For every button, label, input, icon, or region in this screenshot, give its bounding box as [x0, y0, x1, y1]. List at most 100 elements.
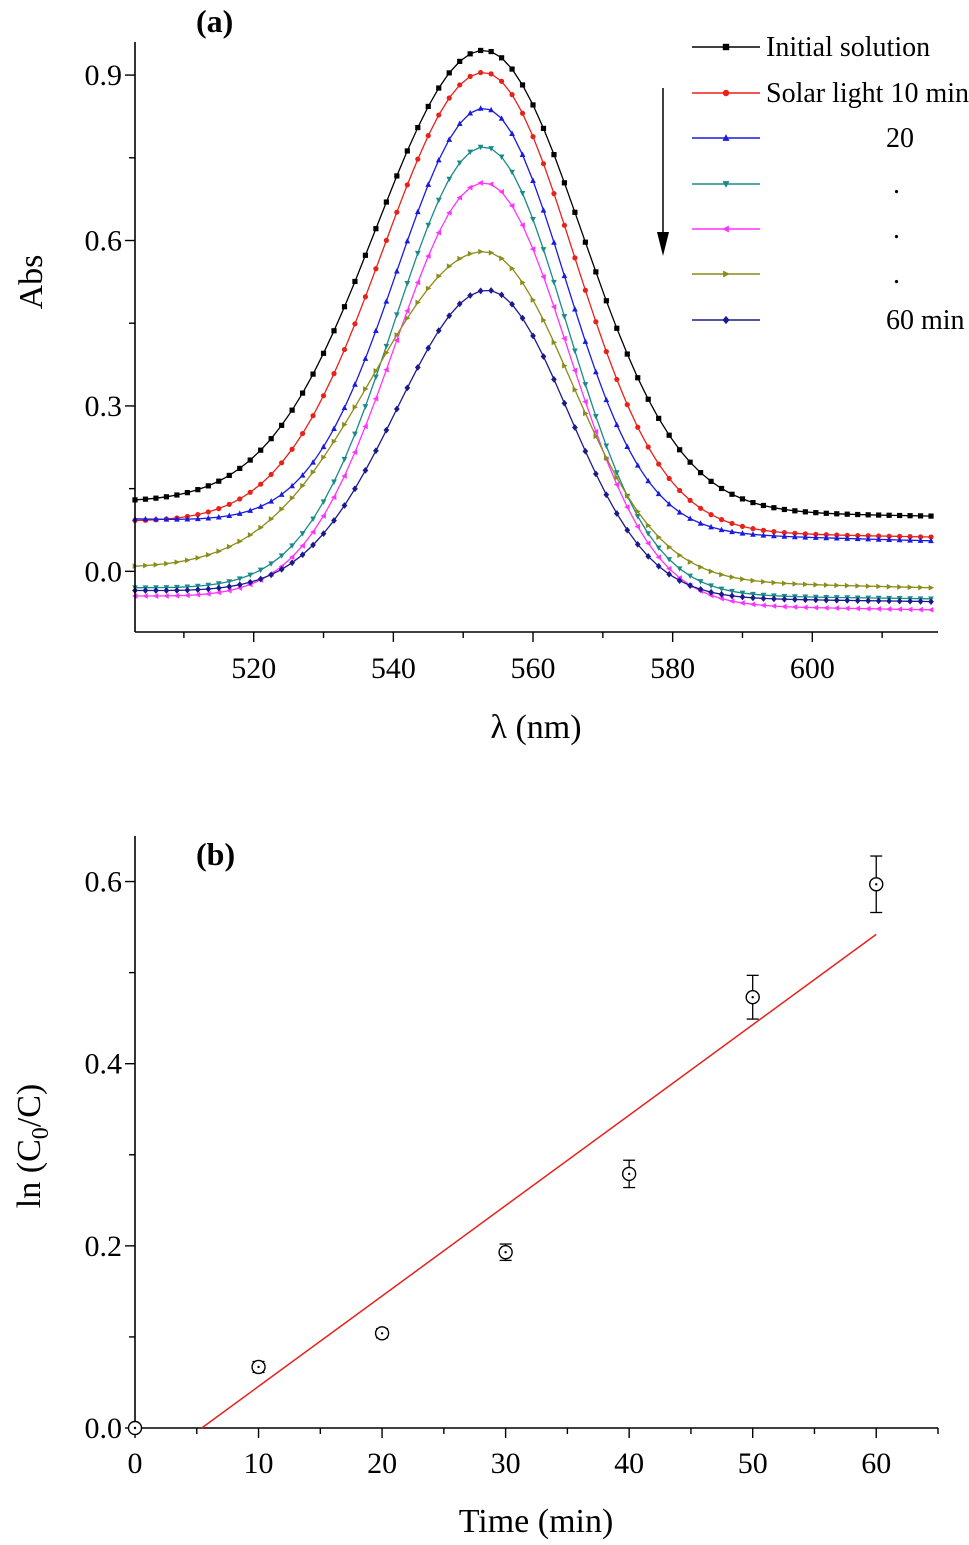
panel-a-data-point [739, 496, 746, 502]
panel-a-data-point [708, 568, 715, 575]
panel-a-data-point [666, 432, 672, 438]
panel-a-data-point [498, 291, 505, 299]
panel-a-data-point [739, 600, 745, 606]
panel-a-data-point [802, 581, 809, 588]
panel-a-data-point [185, 557, 191, 564]
panel-a-data-point [802, 534, 809, 540]
panel-a-data-point [446, 209, 452, 216]
panel-a-data-point [143, 562, 149, 569]
panel-a-data-point [383, 199, 389, 205]
panel-a-data-point [299, 551, 306, 559]
panel-a-data-point [414, 363, 421, 371]
panel-a-data-point [677, 447, 683, 453]
panel-a-data-point [435, 229, 442, 236]
panel-a-data-point [529, 246, 536, 252]
panel-a-data-point [551, 339, 558, 346]
panel-a-data-point [928, 584, 935, 591]
data-point-center [133, 1426, 137, 1430]
panel-a-data-point [163, 516, 170, 522]
panel-a-data-point [718, 517, 725, 523]
panel-a-data-point [550, 304, 557, 310]
panel-a-series-line [135, 182, 932, 611]
panel-a-data-point [446, 136, 453, 142]
legend-marker-1 [722, 89, 730, 97]
legend-marker-4 [722, 225, 729, 233]
panel-a-data-point [802, 596, 809, 604]
panel-a-data-point [561, 335, 567, 342]
panel-a-data-point [697, 470, 704, 476]
panel-a-data-point [341, 404, 348, 411]
panel-a-data-point [226, 543, 233, 550]
panel-a-data-point [215, 584, 222, 592]
panel-a-data-point [362, 404, 369, 410]
panel-a-data-point [918, 584, 924, 591]
panel-a-data-point [655, 490, 662, 497]
panel-b-x-tick-label: 10 [244, 1447, 274, 1480]
panel-a-data-point [184, 515, 191, 522]
panel-a-data-point [404, 148, 410, 154]
panel-b-ylabel-sub: 0 [28, 1127, 54, 1139]
panel-a-x-tick-label: 580 [650, 652, 695, 685]
panel-a-data-point [394, 332, 400, 338]
panel-a-data-point [289, 407, 295, 413]
panel-b-point-4 [621, 1159, 637, 1189]
panel-a-data-point [216, 478, 222, 484]
panel-a-data-point [383, 426, 390, 434]
panel-a-data-point [499, 255, 505, 262]
panel-b-label: (b) [196, 836, 235, 872]
panel-a-data-point [697, 505, 704, 511]
panel-a-data-point [771, 505, 777, 511]
panel-a-data-point [215, 581, 222, 587]
panel-b-ylabel-suffix: /C) [11, 1084, 48, 1127]
panel-a-data-point [572, 348, 578, 354]
panel-a-data-point [456, 300, 463, 308]
panel-a-data-point [613, 421, 620, 428]
panel-a-data-point [331, 479, 337, 485]
panel-a-data-point [278, 566, 285, 573]
data-point-center [257, 1365, 260, 1369]
panel-a-data-point [247, 457, 253, 463]
panel-a-data-point [310, 459, 316, 465]
panel-a-data-point [541, 317, 547, 323]
panel-a-data-point [279, 506, 285, 513]
panel-a-data-point [373, 266, 379, 272]
panel-a-data-point [687, 515, 693, 521]
panel-a-data-point [446, 312, 453, 320]
panel-a-data-point [540, 353, 547, 360]
panel-a-data-point [383, 237, 389, 243]
panel-a-data-point [299, 531, 306, 537]
panel-a-data-point [258, 447, 264, 453]
panel-a-data-point [739, 530, 746, 536]
panel-a-data-point [917, 513, 924, 519]
panel-a-data-point [614, 325, 620, 331]
panel-a-data-point [656, 415, 662, 421]
panel-a-data-point [634, 523, 641, 530]
panel-a-data-point [331, 425, 337, 431]
panel-a-data-point [582, 398, 588, 405]
panel-a-data-point [687, 459, 693, 465]
panel-b-y-tick-label: 0.6 [85, 866, 123, 899]
panel-a-data-point [425, 103, 431, 110]
panel-a-data-point [415, 156, 421, 162]
panel-a-data-point [205, 582, 212, 589]
panel-a-data-point [226, 472, 232, 479]
panel-a-data-point [236, 581, 243, 589]
panel-a-data-point [886, 597, 892, 605]
panel-a-data-point [739, 590, 746, 597]
panel-a-data-point [404, 237, 411, 244]
panel-a-data-point [362, 294, 369, 300]
panel-a-data-point [321, 454, 327, 461]
panel-a-data-point [153, 495, 159, 501]
panel-b-points [127, 855, 884, 1436]
panel-a-data-point [237, 538, 243, 545]
panel-a-data-point [781, 533, 788, 539]
panel-a-data-point [582, 447, 589, 455]
panel-a-data-point [561, 180, 568, 186]
panel-a-data-point [373, 374, 379, 381]
panel-a-data-point [289, 446, 295, 452]
panel-a-data-point [383, 343, 390, 350]
panel-a-data-point [540, 125, 547, 132]
panel-a-data-point [802, 509, 808, 515]
panel-a-data-point [635, 508, 641, 515]
panel-a-data-point [153, 516, 159, 522]
